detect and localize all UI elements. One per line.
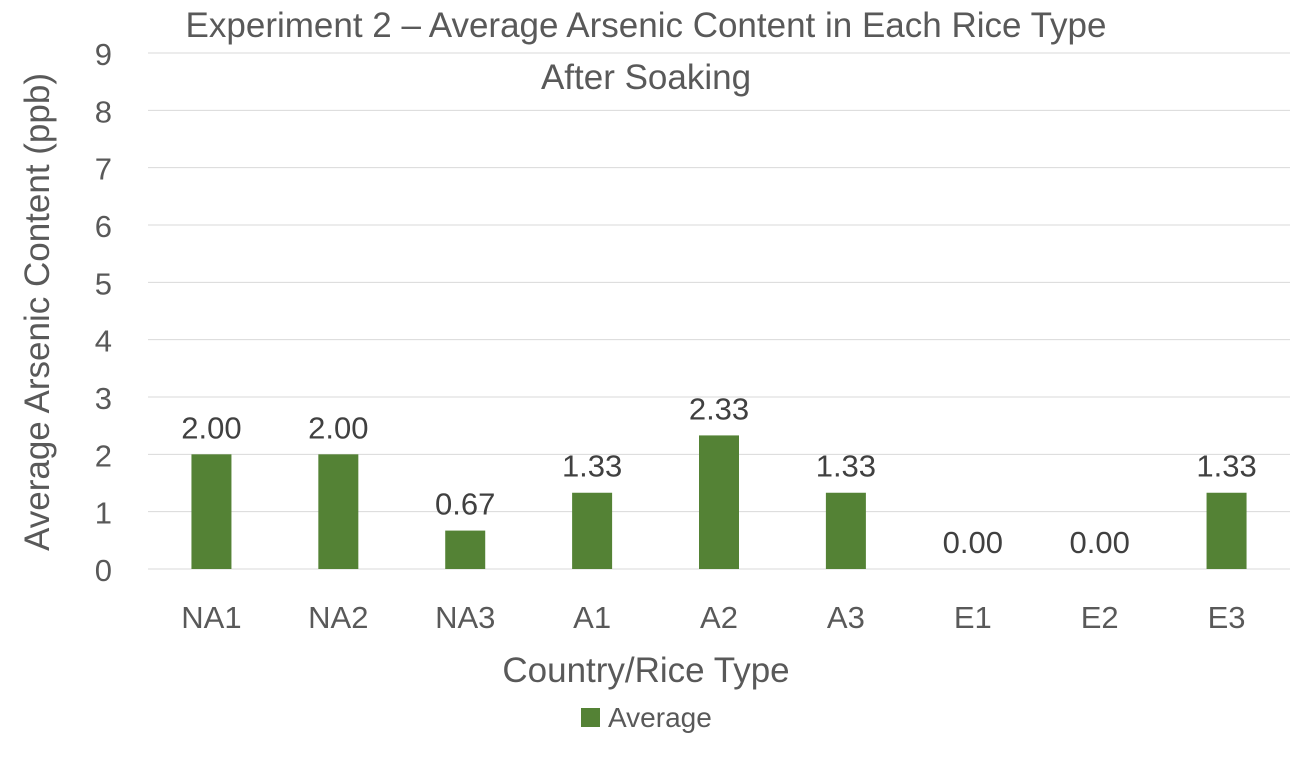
bars (191, 435, 1247, 569)
y-tick-label: 3 (95, 381, 112, 416)
chart-title: Experiment 2 – Average Arsenic Content i… (186, 6, 1107, 45)
data-label: 1.33 (562, 449, 622, 484)
chart-subtitle: After Soaking (541, 58, 751, 97)
data-label: 2.00 (308, 410, 368, 445)
y-tick-label: 7 (95, 152, 112, 187)
x-tick-label: E3 (1208, 600, 1246, 635)
data-label: 2.33 (689, 391, 749, 426)
x-tick-label: A1 (573, 600, 611, 635)
data-label: 1.33 (1196, 449, 1256, 484)
data-labels: 2.00 2.00 0.67 1.33 2.33 1.33 0.00 0.00 1.33 (181, 391, 1256, 560)
legend-label: Average (608, 702, 712, 733)
data-label: 0.00 (943, 525, 1003, 560)
y-tick-label: 6 (95, 209, 112, 244)
bar (318, 454, 359, 569)
data-label: 0.67 (435, 487, 495, 522)
legend: Average (581, 702, 712, 733)
bar (445, 530, 486, 569)
x-tick-label: NA1 (181, 600, 241, 635)
x-tick-label: E2 (1081, 600, 1119, 635)
y-axis-ticks: 0 1 2 3 4 5 6 7 8 9 (95, 37, 112, 588)
bar (191, 454, 232, 569)
y-tick-label: 8 (95, 94, 112, 129)
y-tick-label: 0 (95, 553, 112, 588)
y-tick-label: 5 (95, 266, 112, 301)
data-label: 1.33 (816, 449, 876, 484)
bar (572, 492, 613, 569)
x-tick-label: NA2 (308, 600, 368, 635)
bar (825, 492, 866, 569)
bar (1206, 492, 1247, 569)
x-axis-ticks: NA1 NA2 NA3 A1 A2 A3 E1 E2 E3 (181, 600, 1245, 635)
data-label: 2.00 (181, 410, 241, 445)
y-tick-label: 1 (95, 496, 112, 531)
x-tick-label: NA3 (435, 600, 495, 635)
bar (699, 435, 739, 569)
x-tick-label: A3 (827, 600, 865, 635)
y-tick-label: 9 (95, 37, 112, 72)
x-axis-label: Country/Rice Type (502, 651, 789, 690)
data-label: 0.00 (1069, 525, 1129, 560)
legend-swatch (581, 708, 600, 727)
y-axis-label: Average Arsenic Content (ppb) (18, 73, 57, 551)
y-tick-label: 2 (95, 438, 112, 473)
y-tick-label: 4 (95, 324, 112, 359)
x-tick-label: A2 (700, 600, 738, 635)
x-tick-label: E1 (954, 600, 992, 635)
